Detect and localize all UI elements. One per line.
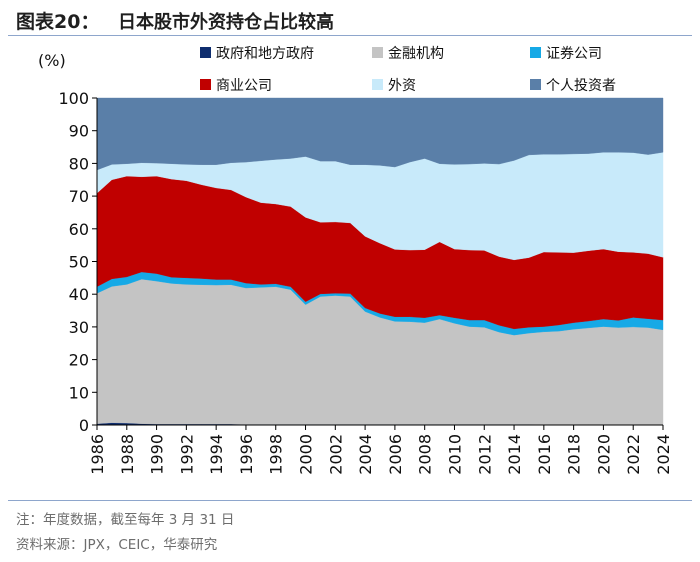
title-divider <box>8 35 692 36</box>
legend-swatch <box>200 79 211 90</box>
x-tick-label: 2012 <box>475 434 494 475</box>
legend-label: 金融机构 <box>388 46 444 62</box>
y-tick-label: 20 <box>69 351 89 370</box>
source-note: 资料来源：JPX，CEIC，华泰研究 <box>16 537 218 553</box>
x-tick-label: 2022 <box>624 434 643 475</box>
y-tick-label: 50 <box>69 253 89 272</box>
footer-divider <box>8 500 692 501</box>
legend-label: 政府和地方政府 <box>216 46 314 62</box>
y-tick-label: 0 <box>79 416 89 435</box>
x-tick-label: 2004 <box>356 434 375 475</box>
legend-label: 外资 <box>388 78 416 94</box>
x-tick-label: 2014 <box>505 434 524 475</box>
y-tick-label: 100 <box>58 89 89 108</box>
y-tick-label: 30 <box>69 318 89 337</box>
title-row: 图表20： 日本股市外资持仓占比较高 <box>8 4 692 34</box>
y-tick-label: 90 <box>69 122 89 141</box>
x-tick-label: 2024 <box>654 434 673 475</box>
x-tick-label: 2000 <box>297 434 316 475</box>
y-tick-label: 80 <box>69 154 89 173</box>
x-tick-label: 1992 <box>177 434 196 475</box>
figure-label: 图表20： <box>16 11 100 33</box>
x-tick-label: 2006 <box>386 434 405 475</box>
legend-label: 证券公司 <box>546 46 602 62</box>
legend-swatch <box>372 79 383 90</box>
x-tick-label: 2002 <box>326 434 345 475</box>
legend-swatch <box>372 47 383 58</box>
x-tick-label: 1988 <box>118 434 137 475</box>
x-tick-label: 2020 <box>594 434 613 475</box>
x-tick-label: 1990 <box>148 434 167 475</box>
legend-label: 商业公司 <box>216 78 272 94</box>
footnote: 注：年度数据，截至每年 3 月 31 日 <box>16 512 235 528</box>
y-tick-label: 60 <box>69 220 89 239</box>
y-tick-label: 10 <box>69 383 89 402</box>
x-tick-label: 1996 <box>237 434 256 475</box>
x-tick-label: 2016 <box>535 434 554 475</box>
legend-swatch <box>530 79 541 90</box>
legend-swatch <box>530 47 541 58</box>
area-series-6 <box>96 97 664 171</box>
x-tick-label: 2008 <box>416 434 435 475</box>
x-tick-label: 1994 <box>207 434 226 475</box>
y-tick-label: 40 <box>69 285 89 304</box>
legend-swatch <box>200 47 211 58</box>
stacked-area-chart: 0 10 20 30 40 50 60 70 80 90 100 (%) 1986 1988 1990 199… <box>38 51 673 475</box>
y-axis-label: (%) <box>38 51 66 70</box>
legend-label: 个人投资者 <box>546 78 616 94</box>
x-tick-label: 1986 <box>88 434 107 475</box>
x-tick-label: 2018 <box>565 434 584 475</box>
chart-title: 日本股市外资持仓占比较高 <box>118 12 334 33</box>
y-tick-label: 70 <box>69 187 89 206</box>
x-tick-label: 2010 <box>445 434 464 475</box>
x-tick-label: 1998 <box>267 434 286 475</box>
